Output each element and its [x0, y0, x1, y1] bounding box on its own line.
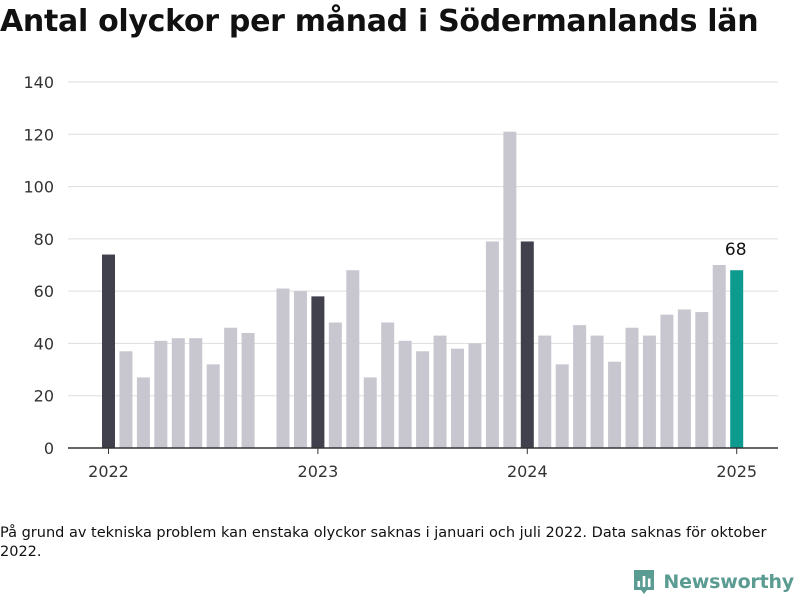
bar-2022-07 [206, 364, 220, 448]
bar-2024-06 [608, 361, 622, 448]
bar-2023-01 [311, 296, 325, 448]
x-tick-label: 2023 [298, 462, 339, 481]
data-label: 68 [725, 240, 747, 260]
bar-2024-04 [573, 325, 587, 448]
bar-2023-03 [346, 270, 360, 448]
x-axis-tick-labels: 2022 2023 2024 2025 [88, 462, 757, 481]
bar-2023-08 [433, 335, 447, 448]
gridlines [68, 81, 778, 397]
bar-2022-03 [136, 377, 150, 448]
bar-2024-12 [712, 265, 726, 448]
bar-2022-11 [276, 288, 290, 448]
x-axis [68, 447, 778, 454]
bar-2024-05 [590, 335, 604, 448]
bar-2023-06 [398, 340, 412, 448]
bar-2024-07 [625, 327, 639, 448]
bar-2024-08 [642, 335, 656, 448]
y-tick-label: 80 [34, 230, 54, 249]
footnote: På grund av tekniska problem kan enstaka… [0, 525, 767, 560]
x-tick-label: 2024 [507, 462, 548, 481]
y-tick-label: 40 [34, 334, 54, 353]
y-tick-label: 120 [23, 125, 54, 144]
y-tick-label: 0 [44, 439, 54, 458]
newsworthy-logo-icon [634, 570, 655, 594]
annotations: 68 [725, 240, 747, 260]
bar-2022-09 [241, 332, 255, 448]
bar-2024-02 [538, 335, 552, 448]
bar-2022-02 [119, 351, 133, 448]
y-axis-tick-labels: 0 20 40 60 80 100 120 140 [23, 73, 54, 458]
y-tick-label: 140 [23, 73, 54, 92]
bar-2023-12 [503, 131, 517, 448]
bar-2023-04 [363, 377, 377, 448]
bar-2022-05 [171, 338, 185, 448]
bar-2023-11 [485, 241, 499, 448]
bar-2022-08 [224, 327, 238, 448]
bar-2024-11 [695, 312, 709, 448]
x-tick-label: 2025 [716, 462, 757, 481]
y-tick-label: 100 [23, 178, 54, 197]
brand-logo[interactable]: Newsworthy [632, 568, 794, 596]
bar-2022-06 [189, 338, 203, 448]
bar-2023-05 [381, 322, 395, 448]
bar-2022-12 [293, 291, 307, 448]
x-tick-label: 2022 [88, 462, 129, 481]
bar-2023-10 [468, 343, 482, 448]
y-tick-label: 20 [34, 387, 54, 406]
bar-2023-09 [451, 348, 464, 448]
bar-2024-10 [677, 309, 691, 448]
bar-2024-03 [555, 364, 569, 448]
bar-2022-01 [102, 254, 115, 448]
y-tick-label: 60 [34, 282, 54, 301]
chart-title: Antal olyckor per månad i Södermanlands … [0, 4, 759, 39]
bar-2024-01 [520, 241, 534, 448]
bar-2023-07 [416, 351, 430, 448]
bars [102, 131, 744, 448]
brand-name: Newsworthy [663, 571, 794, 593]
bar-2025-01 [730, 270, 744, 448]
bar-2023-02 [328, 322, 342, 448]
bar-2024-09 [660, 314, 674, 448]
bar-chart: 0 20 40 60 80 100 120 140 2022 2023 2024 2025 68 [23, 73, 778, 481]
bar-2022-04 [154, 340, 168, 448]
